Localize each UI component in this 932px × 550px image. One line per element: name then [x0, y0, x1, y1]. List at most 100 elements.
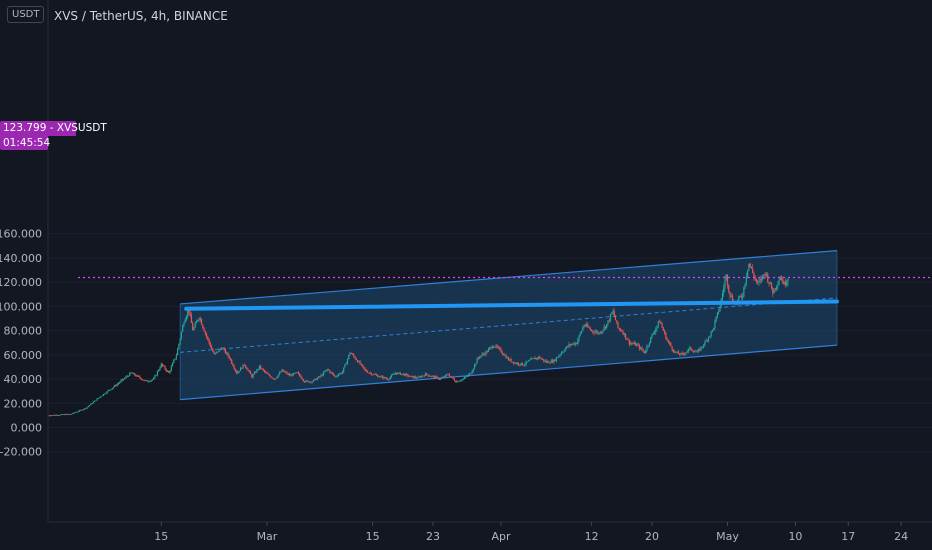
candle-body [146, 380, 149, 382]
candle-body [548, 361, 550, 363]
candle-body [158, 369, 160, 372]
candle-body [451, 376, 453, 378]
x-tick-label: May [716, 530, 739, 543]
candle-body [365, 370, 367, 372]
candle-body [97, 398, 99, 399]
candle-body [651, 334, 653, 338]
candle-body [485, 351, 487, 355]
candle-body [452, 377, 454, 379]
candle-body [57, 415, 59, 416]
candle-body [506, 357, 508, 359]
candle-body [164, 366, 166, 370]
candle-body [219, 348, 221, 350]
candle-body [168, 370, 170, 373]
candle-body [614, 316, 617, 321]
candle-body [422, 375, 424, 377]
channel-mid-line[interactable] [180, 297, 838, 353]
candle-body [210, 346, 213, 349]
candle-body [375, 374, 378, 376]
x-axis[interactable]: 15 Mar 15 23 Apr 12 20 May 10 17 24 [48, 521, 932, 543]
candle-body [195, 321, 198, 324]
candle-body [53, 414, 55, 416]
currency-unit-badge[interactable]: USDT [7, 6, 45, 23]
candle-body [169, 370, 171, 373]
candle-body [533, 358, 535, 359]
x-tick-label: 15 [154, 530, 168, 543]
candle-body [184, 319, 186, 324]
candle-body [138, 375, 140, 377]
candle-body [535, 357, 537, 360]
candle-body [502, 353, 505, 356]
candle-body [647, 345, 649, 347]
candle-body [90, 403, 92, 406]
y-axis[interactable]: 160.000 140.000 120.000 100.000 80.000 60.000… [0, 0, 49, 522]
candle-body [346, 358, 349, 364]
candle-body [611, 312, 613, 315]
candle-body [588, 327, 590, 329]
candle-body [255, 372, 257, 374]
candle-body [778, 280, 780, 285]
candle-body [48, 415, 50, 417]
candle-body [491, 346, 493, 348]
candle-body [136, 375, 138, 377]
candle-body [594, 331, 596, 333]
candle-body [227, 352, 229, 356]
candle-body [314, 378, 316, 380]
candle-body [412, 375, 414, 378]
candle-body [73, 412, 76, 414]
candle-body [399, 372, 401, 375]
candle-body [699, 349, 701, 351]
trendline[interactable] [184, 299, 839, 311]
candle-body [86, 407, 88, 409]
trendline-main[interactable] [184, 299, 839, 311]
candle-body [560, 352, 562, 355]
candle-body [618, 328, 620, 330]
candle-body [677, 351, 680, 354]
candle-body [765, 274, 768, 276]
candle-body [354, 356, 356, 359]
candle-body [360, 364, 362, 365]
candle-body [587, 324, 589, 328]
candle-body [436, 376, 438, 378]
candle-body [597, 331, 599, 334]
candle-body [670, 343, 672, 347]
channel-lower-line[interactable] [180, 344, 838, 401]
candle-body [467, 374, 469, 377]
candle-body [165, 369, 167, 372]
candle-body [752, 268, 754, 273]
candle-body [663, 330, 666, 333]
candle-body [563, 351, 565, 353]
candle-body [747, 270, 749, 277]
candle-body [650, 337, 652, 343]
candle-body [266, 372, 268, 374]
candle-body [261, 368, 263, 370]
candle-body [258, 365, 260, 370]
candle-body [455, 380, 457, 383]
bar-countdown: 01:45:54 [0, 136, 50, 150]
candle-body [774, 288, 776, 290]
candle-body [764, 274, 766, 276]
candle-body [710, 331, 712, 336]
candle-body [374, 374, 376, 376]
candle-body [218, 349, 220, 352]
candle-body [507, 357, 510, 361]
regression-channel[interactable] [179, 250, 838, 401]
candle-body [203, 327, 205, 332]
candle-body [114, 385, 116, 388]
candle-body [295, 372, 297, 374]
candle-body [359, 361, 361, 365]
candle-body [343, 367, 345, 372]
candle-body [350, 353, 352, 354]
candle-body [669, 341, 671, 344]
candle-body [242, 364, 244, 369]
candle-body [419, 376, 422, 378]
candle-body [224, 349, 227, 354]
candle-body [81, 409, 83, 411]
candle-body [462, 378, 464, 380]
candle-body [769, 282, 771, 284]
candle-body [205, 333, 208, 337]
candle-body [63, 414, 65, 416]
candle-body [700, 346, 702, 351]
candle-body [627, 339, 629, 341]
